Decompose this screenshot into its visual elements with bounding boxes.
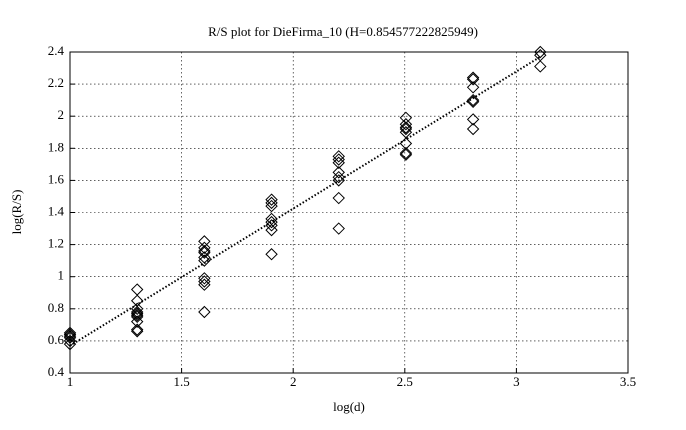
data-point xyxy=(198,246,211,259)
x-tick-label: 3.5 xyxy=(620,374,636,389)
x-axis-label: log(d) xyxy=(333,399,365,414)
y-tick-label: 2 xyxy=(58,107,65,122)
y-tick-label: 1.4 xyxy=(48,203,65,218)
plot-frame xyxy=(69,51,629,374)
y-tick-label: 0.4 xyxy=(48,364,65,379)
data-point xyxy=(399,121,413,134)
x-tick-label: 1.5 xyxy=(173,374,189,389)
y-axis-label: log(R/S) xyxy=(9,190,24,235)
data-point xyxy=(466,93,480,107)
x-tick-label: 3 xyxy=(513,374,520,389)
data-point xyxy=(63,334,77,348)
data-point xyxy=(130,325,144,338)
data-point xyxy=(534,45,547,59)
data-point xyxy=(399,146,413,160)
data-point xyxy=(399,122,413,136)
data-point xyxy=(399,118,413,131)
data-point xyxy=(130,315,144,328)
data-point xyxy=(332,191,345,205)
y-tick-label: 0.8 xyxy=(48,300,64,315)
chart-title: R/S plot for DieFirma_10 (H=0.8545772228… xyxy=(208,24,478,39)
data-point xyxy=(63,337,77,351)
data-point xyxy=(130,309,144,322)
data-point xyxy=(534,60,547,73)
x-tick-label: 2 xyxy=(290,374,297,389)
data-point xyxy=(130,305,144,319)
y-tick-label: 2.2 xyxy=(48,75,64,90)
data-point xyxy=(466,95,480,108)
data-point xyxy=(130,307,144,320)
data-point xyxy=(63,331,77,344)
data-point xyxy=(466,113,480,126)
data-point xyxy=(198,244,211,258)
data-point xyxy=(332,170,345,184)
y-tick-label: 2.4 xyxy=(48,43,65,58)
data-point xyxy=(265,196,278,210)
fit-line xyxy=(69,55,541,347)
y-tick-label: 1.2 xyxy=(48,236,64,251)
data-point xyxy=(198,275,211,288)
data-point xyxy=(466,122,480,136)
data-point xyxy=(466,71,480,84)
data-point xyxy=(63,328,77,341)
y-tick-label: 1.6 xyxy=(48,171,65,186)
data-point xyxy=(198,278,211,291)
y-tick-label: 1.8 xyxy=(48,139,64,154)
data-point xyxy=(332,166,345,179)
data-point xyxy=(130,310,144,324)
x-tick-label: 1 xyxy=(67,374,74,389)
x-tick-label: 2.5 xyxy=(397,374,413,389)
data-point xyxy=(198,305,211,319)
data-point xyxy=(198,241,211,255)
data-point xyxy=(332,153,345,166)
data-point xyxy=(399,148,413,161)
data-point xyxy=(130,283,144,296)
data-point xyxy=(63,329,77,343)
data-point xyxy=(265,219,278,232)
data-point xyxy=(265,215,278,229)
data-point xyxy=(332,150,345,163)
data-point xyxy=(265,212,278,226)
data-point xyxy=(466,81,480,94)
y-tick-label: 1 xyxy=(58,268,65,283)
data-point xyxy=(130,323,144,336)
data-point xyxy=(198,254,211,267)
data-point xyxy=(332,222,345,235)
data-point xyxy=(265,199,278,213)
y-tick-label: 0.6 xyxy=(48,332,65,347)
data-point xyxy=(332,156,345,169)
data-point xyxy=(265,193,278,206)
data-point xyxy=(265,248,278,261)
data-point xyxy=(466,73,480,86)
data-point xyxy=(265,223,278,237)
data-point xyxy=(198,272,211,285)
data-point xyxy=(130,294,144,307)
